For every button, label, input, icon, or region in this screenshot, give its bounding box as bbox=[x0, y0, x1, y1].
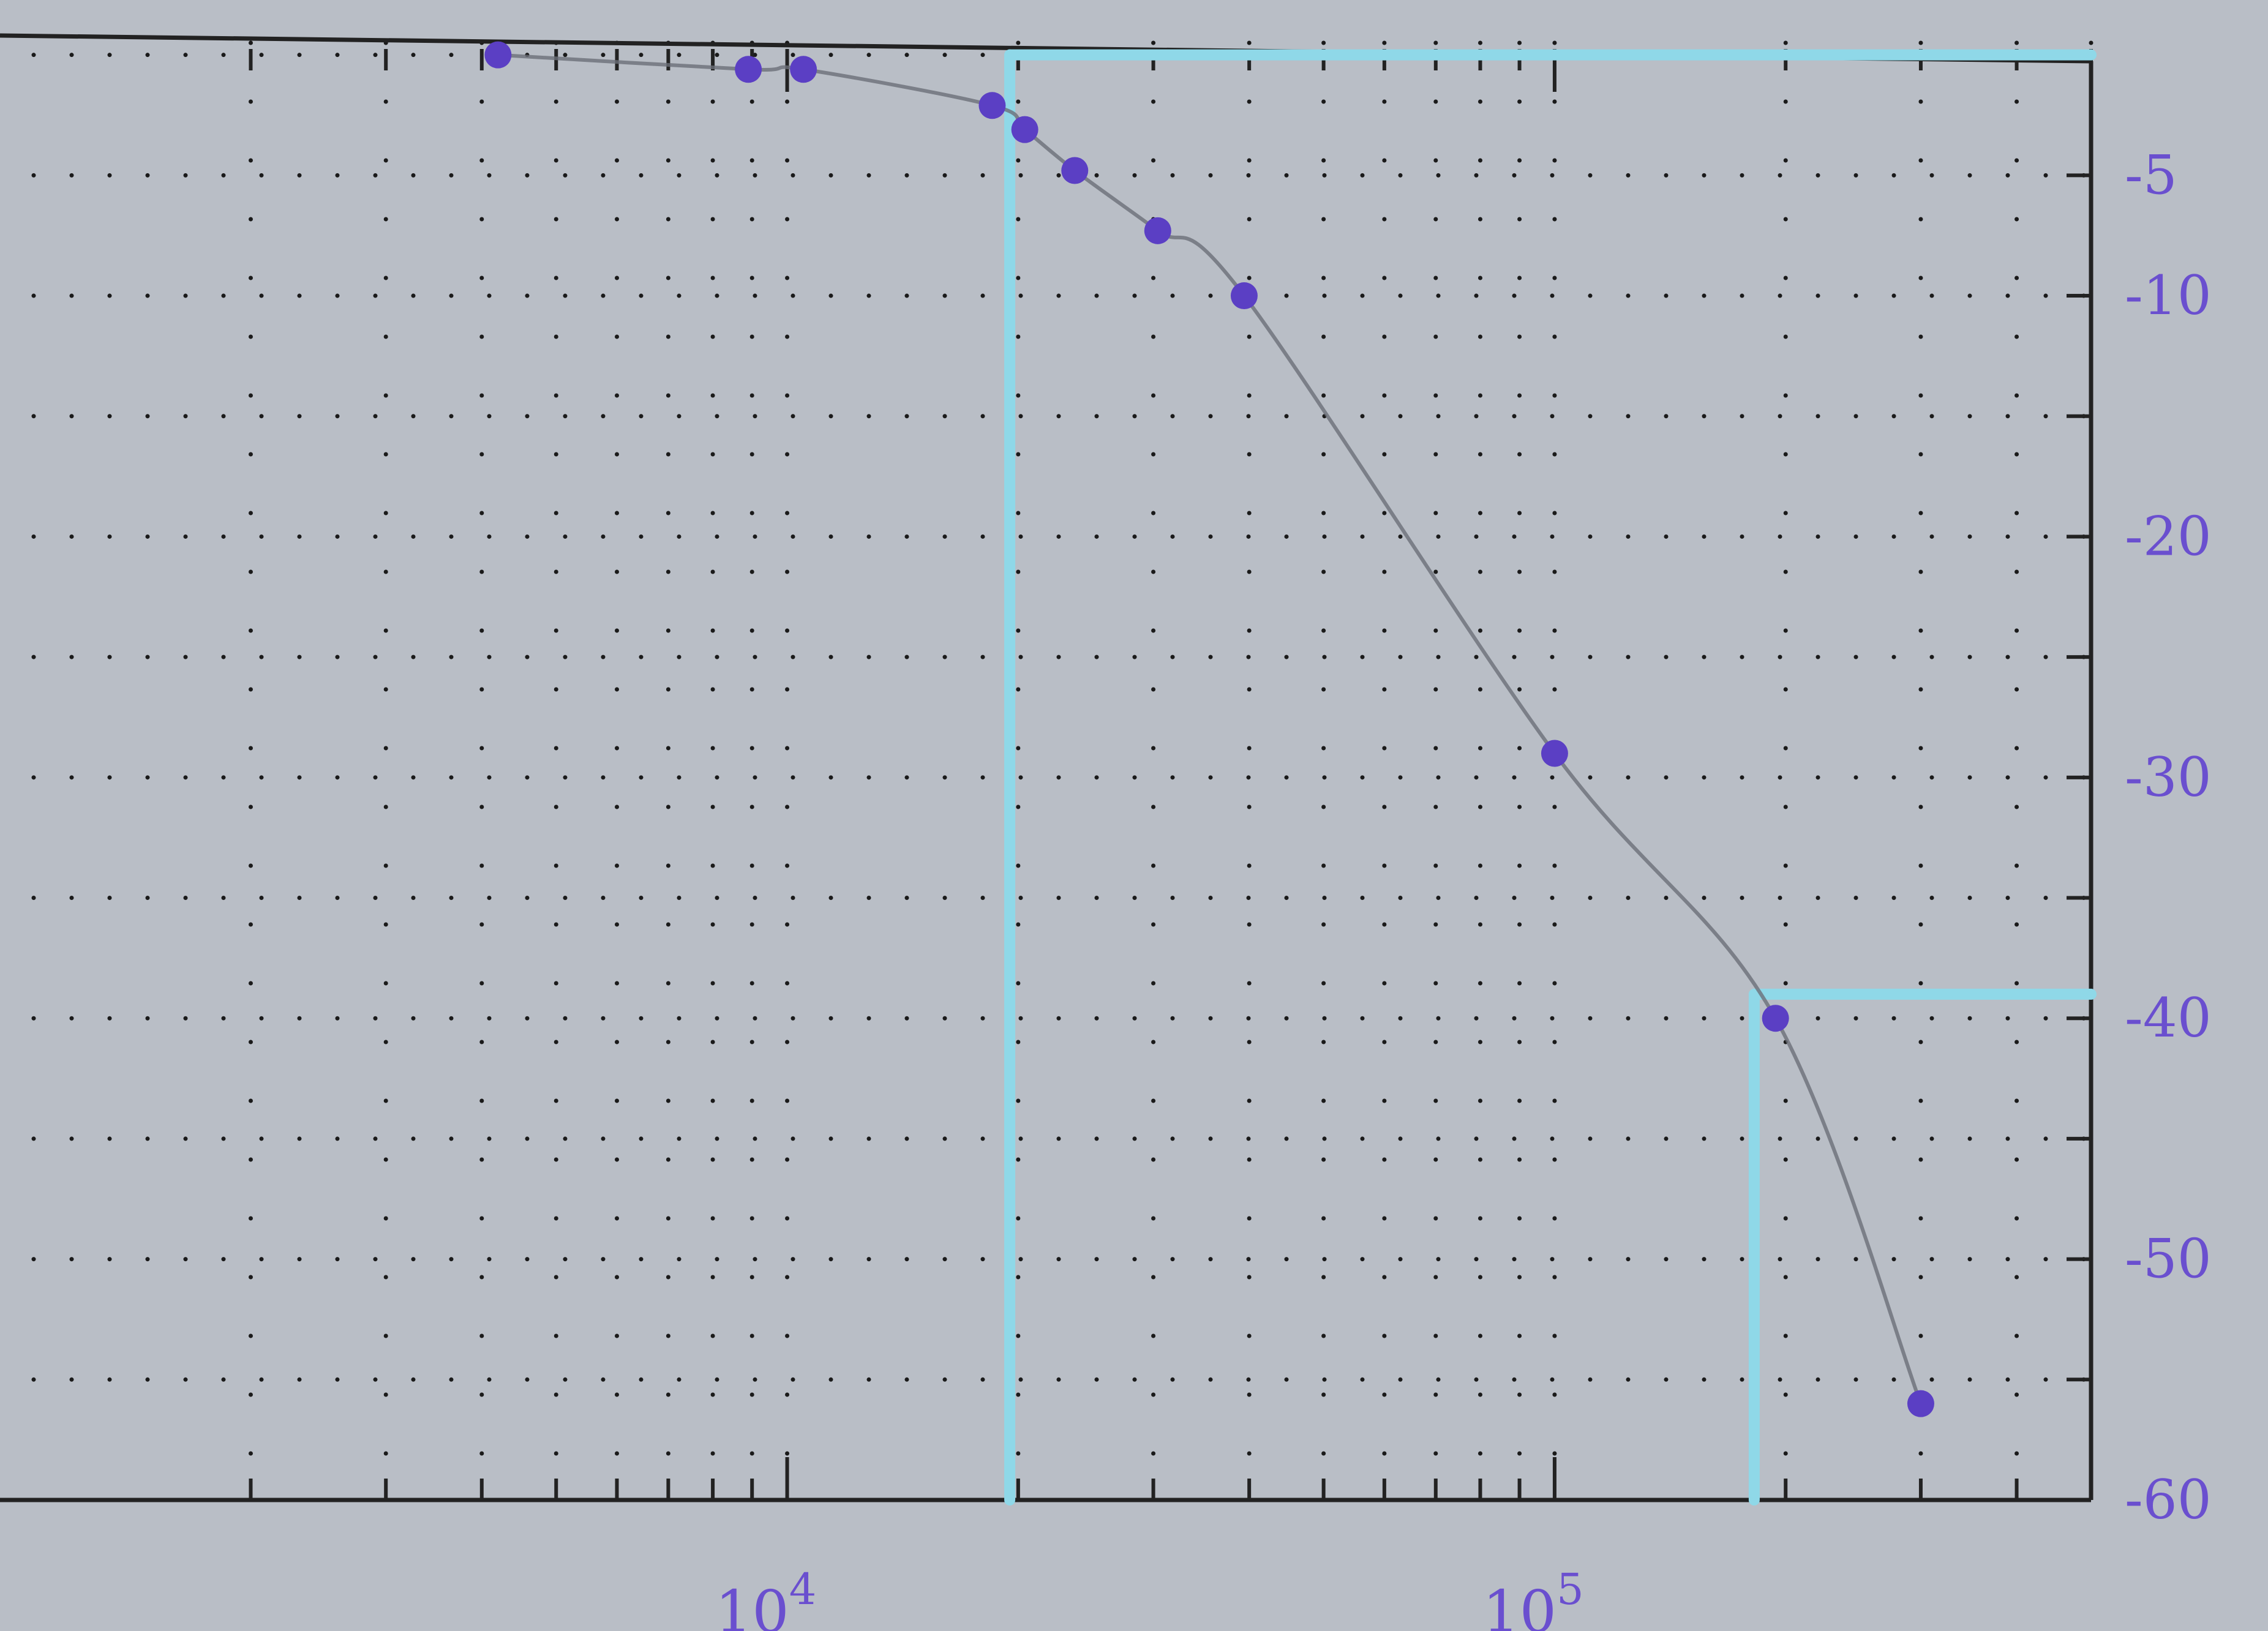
data-point bbox=[1907, 1390, 1934, 1417]
y-tick-label: -40 bbox=[2125, 986, 2212, 1049]
response-curve bbox=[498, 53, 1923, 1404]
data-point bbox=[978, 92, 1006, 119]
y-tick-label: -10 bbox=[2125, 264, 2212, 327]
data-point bbox=[1762, 1005, 1789, 1032]
y-tick-label: -60 bbox=[2125, 1468, 2212, 1531]
data-point bbox=[1541, 740, 1568, 767]
data-point bbox=[484, 41, 512, 69]
x-tick-label: 104 bbox=[715, 1564, 816, 1631]
data-point bbox=[790, 56, 817, 83]
data-point bbox=[735, 56, 762, 83]
data-point bbox=[1011, 116, 1038, 143]
y-tick-label: -30 bbox=[2125, 746, 2212, 809]
y-tick-label: -5 bbox=[2125, 143, 2177, 206]
y-tick-label: -20 bbox=[2125, 504, 2212, 568]
data-point bbox=[1061, 157, 1089, 184]
x-tick-label: 105 bbox=[1482, 1564, 1583, 1631]
data-point bbox=[1230, 282, 1258, 310]
data-point bbox=[1144, 217, 1171, 244]
y-tick-label: -50 bbox=[2125, 1228, 2212, 1291]
